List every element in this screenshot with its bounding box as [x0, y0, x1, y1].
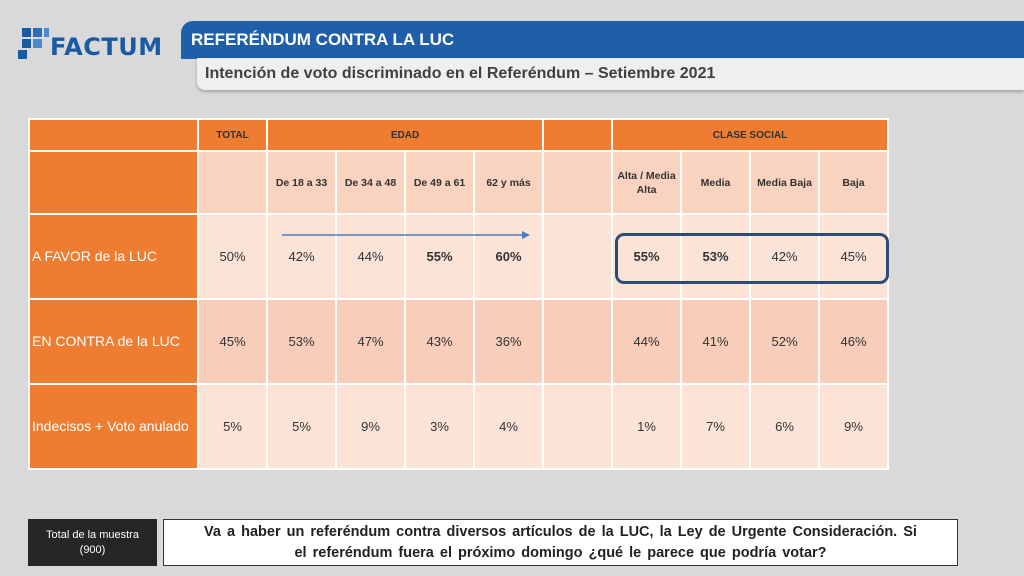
cell-clase: 1%	[611, 383, 682, 470]
cell-edad: 9%	[335, 383, 406, 470]
title-bar	[181, 21, 1024, 59]
sample-label: Total de la muestra	[46, 528, 139, 541]
page-title: REFERÉNDUM CONTRA LA LUC	[191, 30, 455, 49]
sample-size-box: Total de la muestra (900)	[28, 519, 157, 566]
page-subtitle: Intención de voto discriminado en el Ref…	[205, 65, 716, 82]
cell-edad: 42%	[266, 213, 337, 300]
row-label: A FAVOR de la LUC	[28, 213, 199, 300]
header-blank	[28, 118, 199, 152]
sub-header: Baja	[818, 150, 889, 215]
cell-edad: 36%	[473, 298, 544, 385]
cell-clase: 52%	[749, 298, 820, 385]
cell-edad: 5%	[266, 383, 337, 470]
cell-total: 5%	[197, 383, 268, 470]
header-spacer	[542, 118, 613, 152]
cell-total: 50%	[197, 213, 268, 300]
factum-logo-icon	[18, 28, 49, 59]
subtitle-bar	[197, 58, 1024, 90]
cell-clase: 6%	[749, 383, 820, 470]
cell-clase: 42%	[749, 213, 820, 300]
sub-header: 62 y más	[473, 150, 544, 215]
sub-header-row: De 18 a 33 De 34 a 48 De 49 a 61 62 y má…	[28, 150, 889, 215]
cell-edad: 53%	[266, 298, 337, 385]
cell-spacer	[542, 298, 613, 385]
row-label: EN CONTRA de la LUC	[28, 298, 199, 385]
survey-question-box: Va a haber un referéndum contra diversos…	[163, 519, 958, 566]
sub-header: De 34 a 48	[335, 150, 406, 215]
sub-header-blank	[28, 150, 199, 215]
cell-clase: 46%	[818, 298, 889, 385]
header-total: TOTAL	[197, 118, 268, 152]
results-table: TOTAL EDAD CLASE SOCIAL De 18 a 33 De 34…	[28, 118, 889, 470]
cell-clase: 45%	[818, 213, 889, 300]
sub-header: Media	[680, 150, 751, 215]
cell-clase: 7%	[680, 383, 751, 470]
cell-total: 45%	[197, 298, 268, 385]
cell-spacer	[542, 383, 613, 470]
sub-header: De 18 a 33	[266, 150, 337, 215]
cell-clase: 55%	[611, 213, 682, 300]
survey-question: Va a haber un referéndum contra diversos…	[204, 523, 917, 561]
row-label: Indecisos + Voto anulado	[28, 383, 199, 470]
cell-edad: 3%	[404, 383, 475, 470]
cell-edad: 43%	[404, 298, 475, 385]
table-row-a-favor: A FAVOR de la LUC 50% 42% 44% 55% 60% 55…	[28, 213, 889, 300]
cell-clase: 9%	[818, 383, 889, 470]
highlight-box	[615, 233, 889, 284]
group-header-row: TOTAL EDAD CLASE SOCIAL	[28, 118, 889, 152]
sub-header-spacer	[542, 150, 613, 215]
cell-edad: 47%	[335, 298, 406, 385]
sub-header: Alta / Media Alta	[611, 150, 682, 215]
table-row-en-contra: EN CONTRA de la LUC 45% 53% 47% 43% 36% …	[28, 298, 889, 385]
sample-value: (900)	[79, 543, 106, 556]
cell-clase: 41%	[680, 298, 751, 385]
cell-clase: 53%	[680, 213, 751, 300]
sub-header: De 49 a 61	[404, 150, 475, 215]
header-edad: EDAD	[266, 118, 544, 152]
table-row-indecisos: Indecisos + Voto anulado 5% 5% 9% 3% 4% …	[28, 383, 889, 470]
cell-edad: 44%	[335, 213, 406, 300]
cell-edad: 60%	[473, 213, 544, 300]
cell-edad: 55%	[404, 213, 475, 300]
sub-header: Media Baja	[749, 150, 820, 215]
cell-spacer	[542, 213, 613, 300]
sub-header-total-blank	[197, 150, 268, 215]
header-clase-social: CLASE SOCIAL	[611, 118, 889, 152]
trend-arrow-icon	[282, 231, 530, 239]
cell-edad: 4%	[473, 383, 544, 470]
cell-clase: 44%	[611, 298, 682, 385]
brand-name: FACTUM	[50, 33, 163, 61]
